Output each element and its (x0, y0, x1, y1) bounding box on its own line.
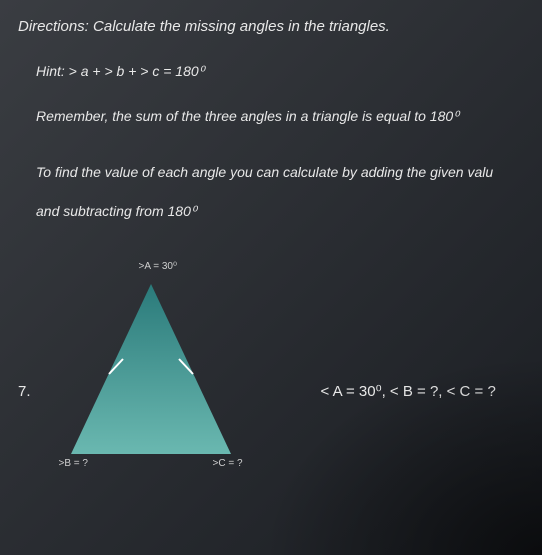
triangle-svg (61, 279, 241, 459)
remember-text: Remember, the sum of the three angles in… (36, 108, 542, 125)
problem-row: 7. >A = 30⁰ >B = ? >C = ? < A = 30⁰, < B… (18, 251, 542, 471)
directions-text: Directions: Calculate the missing angles… (18, 18, 542, 35)
instruction-text: To find the value of each angle you can … (36, 153, 542, 231)
angle-a-label: >A = 30⁰ (139, 261, 178, 272)
angle-c-label: >C = ? (213, 458, 243, 469)
instruction-line2: and subtracting from 180⁰ (36, 203, 196, 219)
angle-b-label: >B = ? (59, 458, 88, 469)
question-text: < A = 30⁰, < B = ?, < C = ? (321, 382, 496, 400)
instruction-line1: To find the value of each angle you can … (36, 164, 493, 180)
problem-number: 7. (18, 383, 31, 400)
triangle-diagram: >A = 30⁰ >B = ? >C = ? (41, 251, 261, 471)
hint-text: Hint: > a + > b + > c = 180⁰ (36, 63, 542, 80)
